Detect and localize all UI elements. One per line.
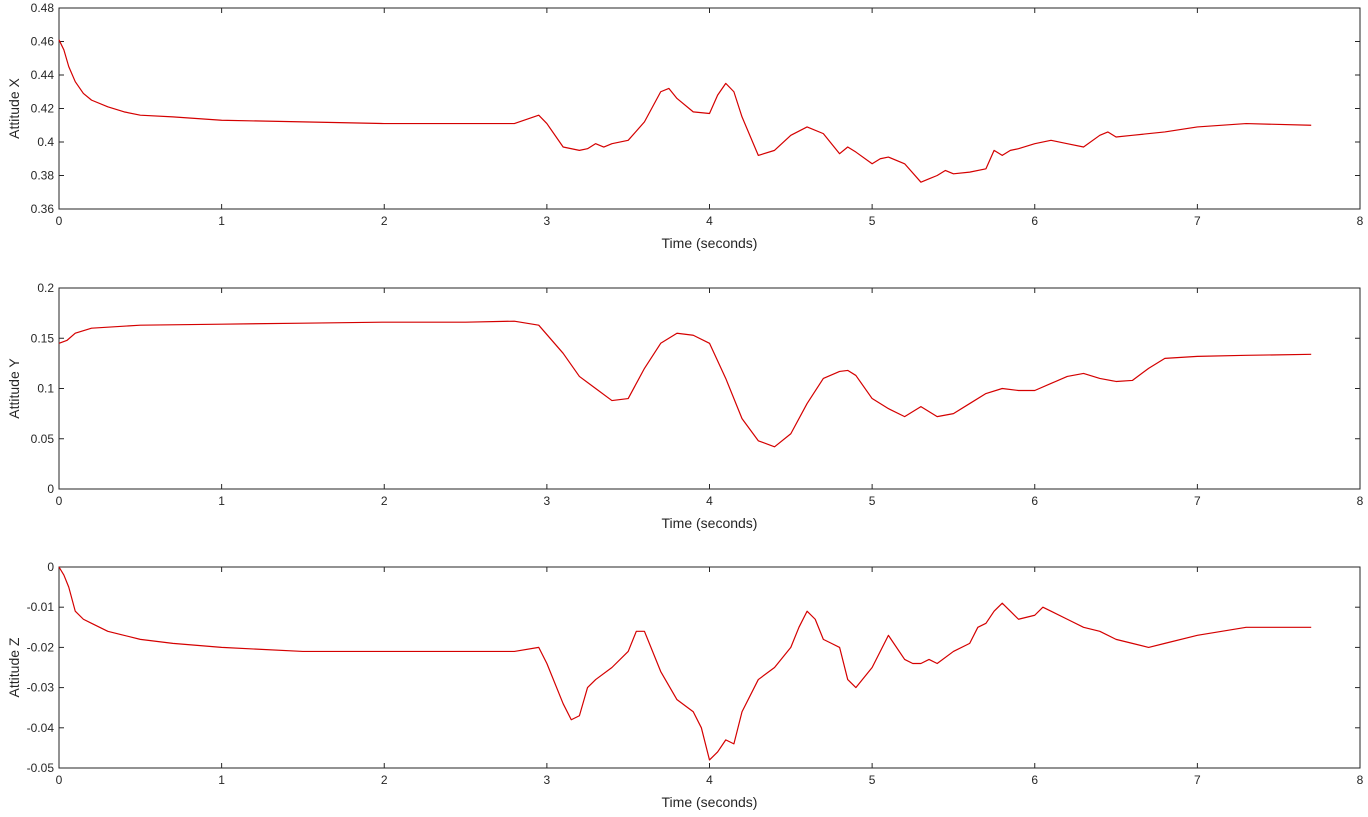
x-axis-label: Time (seconds): [662, 794, 758, 810]
series-line-1: [58, 566, 1312, 761]
x-tick-label: 7: [1194, 494, 1201, 508]
x-tick-label: 1: [218, 214, 225, 228]
y-tick-label: -0.02: [27, 640, 55, 654]
y-axis-label: Attitude Z: [6, 637, 22, 697]
x-tick-label: 8: [1357, 773, 1364, 787]
x-tick-label: 2: [381, 214, 388, 228]
x-tick-label: 6: [1031, 214, 1038, 228]
y-tick-label: 0.48: [31, 1, 55, 15]
x-axis-label: Time (seconds): [662, 235, 758, 251]
x-tick-label: 3: [544, 494, 551, 508]
x-tick-label: 4: [706, 773, 713, 787]
x-axis-label: Time (seconds): [662, 515, 758, 531]
series-line-1: [58, 320, 1312, 448]
x-tick-label: 8: [1357, 494, 1364, 508]
y-tick-label: 0.4: [37, 135, 54, 149]
y-tick-label: -0.03: [27, 681, 55, 695]
y-tick-label: 0.36: [31, 202, 55, 216]
y-tick-label: 0: [47, 482, 54, 496]
x-tick-label: 4: [706, 214, 713, 228]
axes-box: [58, 287, 1361, 490]
x-tick-label: 1: [218, 494, 225, 508]
x-tick-label: 2: [381, 494, 388, 508]
y-tick-label: 0.44: [31, 68, 55, 82]
y-tick-label: 0.2: [37, 281, 54, 295]
x-tick-label: 2: [381, 773, 388, 787]
y-tick-label: 0.1: [37, 382, 54, 396]
y-tick-label: 0.15: [31, 331, 55, 345]
x-tick-label: 6: [1031, 773, 1038, 787]
x-tick-label: 4: [706, 494, 713, 508]
x-tick-label: 5: [869, 773, 876, 787]
y-axis-label: Attitude Y: [6, 358, 22, 419]
axes-box: [58, 7, 1361, 210]
series-line-1: [58, 39, 1312, 183]
y-tick-label: -0.01: [27, 600, 55, 614]
x-tick-label: 5: [869, 214, 876, 228]
y-tick-label: -0.04: [27, 721, 55, 735]
x-tick-label: 5: [869, 494, 876, 508]
x-tick-label: 1: [218, 773, 225, 787]
y-axis-label: Attitude X: [6, 77, 22, 138]
y-tick-label: 0: [47, 560, 54, 574]
x-tick-label: 3: [544, 773, 551, 787]
subplot-3: 0 1 2 3 4 5 6 7 8 -0.05 -0.04 -0.03 -0.02 -0.01 0 Time …: [6, 560, 1364, 810]
x-tick-label: 3: [544, 214, 551, 228]
y-tick-label: 0.42: [31, 102, 55, 116]
x-tick-label: 8: [1357, 214, 1364, 228]
x-tick-label: 0: [56, 494, 63, 508]
axes-box: [58, 566, 1361, 769]
y-tick-label: 0.46: [31, 35, 55, 49]
subplot-2: 0 1 2 3 4 5 6 7 8 0 0.05 0.1 0.15 0.2 Time (seconds) At…: [6, 281, 1364, 531]
x-tick-label: 7: [1194, 773, 1201, 787]
x-tick-label: 0: [56, 214, 63, 228]
x-tick-label: 7: [1194, 214, 1201, 228]
y-tick-label: 0.05: [31, 432, 55, 446]
subplot-1: 0 1 2 3 4 5 6 7 8 0.36 0.38 0.4 0.42 0.44 0.46 0.48 Time…: [6, 1, 1364, 251]
y-tick-label: -0.05: [27, 761, 55, 775]
y-tick-label: 0.38: [31, 169, 55, 183]
x-tick-label: 0: [56, 773, 63, 787]
x-tick-label: 6: [1031, 494, 1038, 508]
